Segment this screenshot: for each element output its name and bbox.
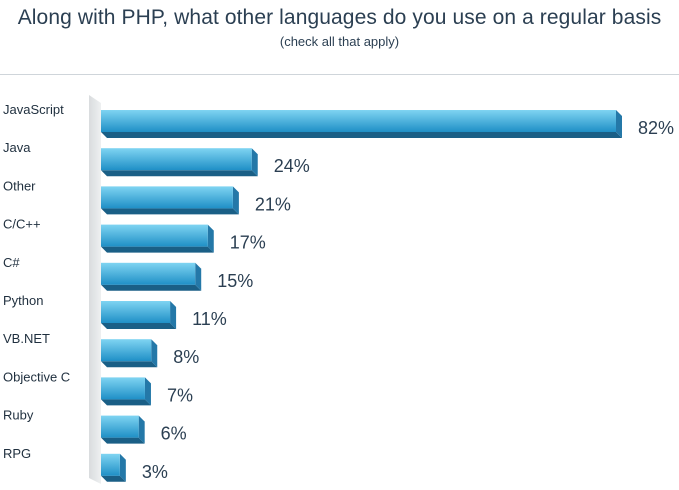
bar-face-vb-net bbox=[101, 339, 152, 362]
category-label-ruby: Ruby bbox=[3, 408, 34, 423]
bar-side-rpg bbox=[119, 453, 126, 482]
bar-shadow-python bbox=[101, 323, 177, 329]
bar-shadow-ruby bbox=[101, 437, 145, 444]
bar-face-java bbox=[101, 148, 252, 171]
category-label-objective-c: Objective C bbox=[3, 369, 70, 384]
bar-vb-net bbox=[101, 339, 158, 368]
bar-c-c bbox=[101, 224, 214, 253]
bar-face-ruby bbox=[101, 415, 139, 438]
bar-rpg bbox=[101, 453, 126, 482]
bar-shadow-c-c bbox=[101, 246, 214, 253]
bar-ruby bbox=[101, 415, 145, 444]
value-label-other: 21% bbox=[255, 194, 291, 214]
bar-shadow-other bbox=[101, 208, 239, 215]
value-label-c-c: 17% bbox=[230, 233, 266, 253]
bar-side-javascript bbox=[616, 110, 622, 138]
value-label-rpg: 3% bbox=[142, 462, 168, 482]
category-label-python: Python bbox=[3, 293, 43, 308]
value-label-python: 11% bbox=[192, 309, 227, 329]
bar-other bbox=[101, 186, 239, 215]
chart-backdrop-panel bbox=[89, 95, 101, 484]
bar-shadow-vb-net bbox=[101, 361, 158, 368]
bar-shadow-objective-c bbox=[101, 399, 151, 406]
bar-side-c bbox=[195, 262, 202, 291]
bar-shadow-rpg bbox=[101, 475, 126, 482]
bar-face-python bbox=[101, 301, 171, 323]
category-labels: JavaScript Java Other C/C++ C# Python VB.NET Ob… bbox=[3, 102, 70, 461]
category-label-vb-net: VB.NET bbox=[3, 331, 50, 346]
bar-side-other bbox=[232, 186, 239, 215]
category-label-javascript: JavaScript bbox=[3, 102, 64, 117]
category-label-c-c: C/C++ bbox=[3, 217, 41, 232]
category-label-java: Java bbox=[3, 140, 31, 155]
bar-python bbox=[101, 301, 177, 329]
bar-side-objective-c bbox=[144, 377, 151, 406]
value-label-vb-net: 8% bbox=[173, 347, 199, 367]
bar-face-c bbox=[101, 262, 196, 285]
bars bbox=[101, 110, 622, 482]
bar-shadow-java bbox=[101, 170, 258, 177]
bar-objective-c bbox=[101, 377, 151, 406]
value-label-objective-c: 7% bbox=[167, 385, 193, 405]
value-label-java: 24% bbox=[274, 156, 310, 176]
category-label-other: Other bbox=[3, 178, 36, 193]
bar-side-ruby bbox=[138, 415, 145, 444]
bar-java bbox=[101, 148, 258, 177]
bar-shadow-javascript bbox=[101, 132, 622, 138]
value-label-ruby: 6% bbox=[161, 424, 187, 444]
value-labels: 82% 24% 21% 17% 15% 11% 8% 7% 6% 3% bbox=[142, 118, 674, 482]
category-label-c: C# bbox=[3, 255, 20, 270]
value-label-c: 15% bbox=[217, 271, 253, 291]
bar-side-c-c bbox=[207, 224, 214, 253]
bar-face-rpg bbox=[101, 453, 120, 476]
chart-title: Along with PHP, what other languages do … bbox=[17, 6, 662, 29]
bar-shadow-c bbox=[101, 284, 202, 291]
bar-c bbox=[101, 262, 202, 291]
bar-side-vb-net bbox=[151, 339, 158, 368]
chart-subtitle: (check all that apply) bbox=[279, 34, 400, 49]
category-label-rpg: RPG bbox=[3, 446, 31, 461]
bar-face-c-c bbox=[101, 224, 208, 247]
bar-face-objective-c bbox=[101, 377, 145, 400]
value-label-javascript: 82% bbox=[638, 118, 674, 138]
title-divider bbox=[0, 74, 679, 75]
bar-side-java bbox=[251, 148, 258, 177]
bar-side-python bbox=[170, 301, 177, 329]
bar-face-other bbox=[101, 186, 233, 209]
bar-javascript bbox=[101, 110, 622, 138]
bar-face-javascript bbox=[101, 110, 616, 132]
